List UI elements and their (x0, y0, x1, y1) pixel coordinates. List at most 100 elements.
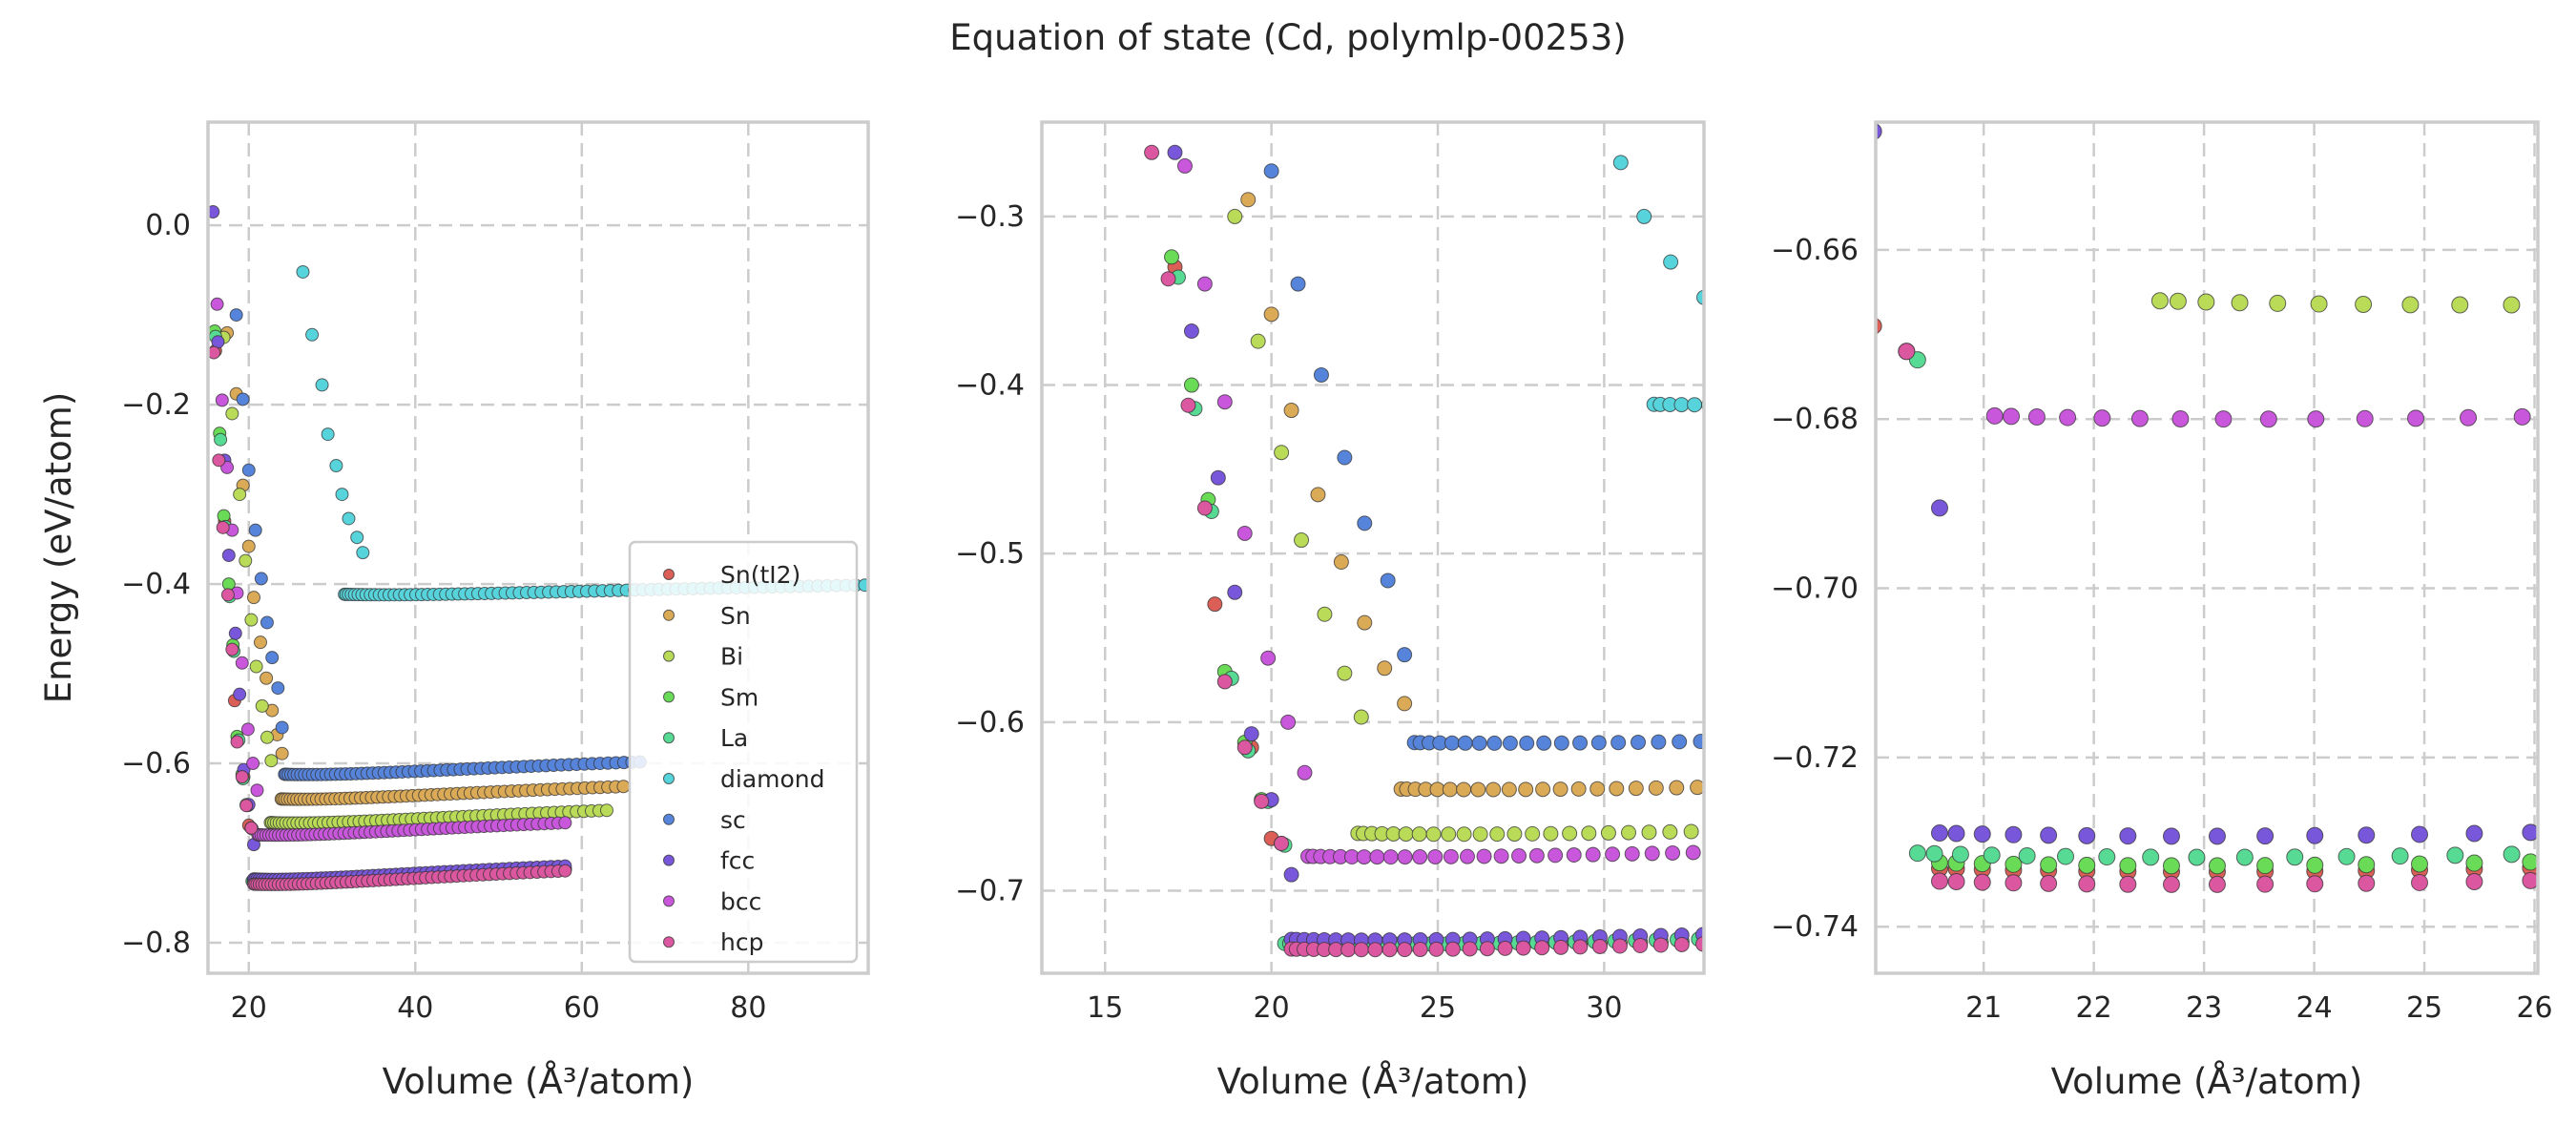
data-point-bcc (2093, 409, 2111, 427)
data-point-hcp (2256, 875, 2275, 893)
data-point-fcc (228, 626, 242, 640)
data-point-fcc (2208, 827, 2226, 845)
data-point-bi (1506, 826, 1523, 843)
data-point-fcc (1210, 469, 1226, 486)
data-point-sm (2256, 857, 2275, 875)
data-point-fcc (2162, 827, 2180, 845)
data-point-hcp (1497, 940, 1513, 956)
data-point-la (1925, 844, 1943, 863)
data-point-bi (233, 488, 247, 502)
data-point-sc (254, 572, 268, 586)
data-point-snti2 (1876, 317, 1882, 335)
data-point-sc (1457, 735, 1473, 751)
data-point-bcc (1685, 844, 1701, 861)
x-tick-label: 20 (1254, 991, 1290, 1025)
data-point-la (2056, 847, 2074, 865)
data-point-la (1983, 846, 2001, 864)
data-point-bcc (1196, 276, 1213, 292)
data-point-bi (1227, 208, 1243, 224)
data-point-bcc (2130, 409, 2149, 427)
data-point-hcp (2411, 873, 2429, 891)
data-point-bi (2401, 296, 2420, 314)
data-point-sn (1442, 781, 1458, 798)
data-point-sc (229, 308, 243, 323)
y-tick-label: −0.5 (955, 537, 1025, 571)
x-tick-label: 22 (2076, 991, 2112, 1025)
data-point-diamond (315, 378, 329, 392)
data-point-bcc (1297, 764, 1313, 781)
data-point-fcc (1717, 926, 1732, 941)
data-point-hcp (1632, 938, 1649, 954)
data-point-fcc (2256, 827, 2275, 845)
data-point-sn (1397, 696, 1413, 712)
data-point-bi (244, 613, 259, 627)
data-point-la (1951, 845, 1969, 864)
data-point-sn (1609, 781, 1625, 797)
panel-2: 15 20 25 30 −0.3 −0.4 −0.5 −0.6 −0.7 Volume (Å³/a… (955, 120, 1742, 1102)
data-point-sc (260, 615, 274, 630)
data-point-fcc (1973, 825, 1991, 843)
data-point-hcp (1930, 872, 1948, 890)
data-point-hcp (239, 799, 254, 813)
data-point-sm (2208, 857, 2226, 875)
data-point-diamond (1673, 397, 1690, 413)
data-point-bcc (1427, 848, 1444, 864)
data-point-sc (1519, 735, 1535, 751)
legend-marker (663, 732, 675, 744)
data-point-bcc (2171, 409, 2190, 427)
legend-marker (663, 813, 675, 825)
data-point-sn (253, 635, 267, 650)
x-tick-label: 60 (564, 991, 600, 1025)
data-point-bcc (2307, 410, 2325, 428)
legend-label: fcc (720, 847, 755, 875)
data-point-hcp (558, 864, 572, 878)
data-point-hcp (1428, 941, 1444, 957)
data-point-bcc (1382, 849, 1399, 865)
data-point-diamond (350, 531, 364, 545)
data-point-sc (275, 720, 289, 735)
legend-label: Sn (720, 602, 751, 630)
data-point-bi (249, 659, 263, 674)
data-point-bcc (1728, 844, 1742, 859)
data-point-la (2391, 847, 2409, 865)
data-point-diamond (335, 488, 349, 502)
data-point-bcc (2027, 407, 2046, 426)
data-point-sc (1651, 734, 1667, 750)
data-point-bi (1662, 823, 1678, 840)
x-tick-label: 23 (2186, 991, 2222, 1025)
legend-marker (663, 569, 675, 580)
data-point-bi (1441, 826, 1457, 843)
data-point-fcc (1227, 584, 1243, 600)
data-point-fcc (2522, 823, 2538, 842)
data-point-bcc (210, 297, 224, 311)
data-point-sc (1444, 735, 1460, 751)
data-point-sn (2457, 73, 2473, 89)
data-point-diamond (1663, 254, 1679, 270)
legend-marker (663, 895, 675, 907)
data-point-bi (1250, 333, 1266, 349)
data-point-bi (2150, 292, 2169, 310)
data-point-fcc (2040, 826, 2058, 844)
data-point-fcc (233, 687, 247, 701)
data-point-sn (1628, 781, 1644, 797)
data-point-bi (1562, 825, 1578, 842)
data-point-bcc (246, 757, 260, 771)
data-point-bi (1525, 825, 1541, 842)
data-point-bi (2231, 294, 2249, 312)
y-tick-label: −0.3 (955, 200, 1025, 234)
x-axis-label: Volume (Å³/atom) (383, 1060, 695, 1102)
data-point-hcp (2005, 874, 2023, 892)
data-point-sn (1377, 660, 1393, 677)
data-point-fcc (1183, 323, 1199, 340)
data-point-sn (1669, 780, 1685, 796)
legend-label: La (720, 724, 748, 752)
data-point-bcc (1665, 844, 1681, 861)
y-tick-label: −0.74 (1771, 910, 1859, 944)
x-tick-label: 21 (1965, 991, 2002, 1025)
legend-marker (663, 936, 675, 948)
data-point-bi (1317, 606, 1333, 622)
data-point-bi (2557, 297, 2573, 313)
data-point-sm (2040, 856, 2058, 874)
data-point-sc (1536, 735, 1552, 751)
figure-title: Equation of state (Cd, polymlp-00253) (949, 17, 1626, 58)
